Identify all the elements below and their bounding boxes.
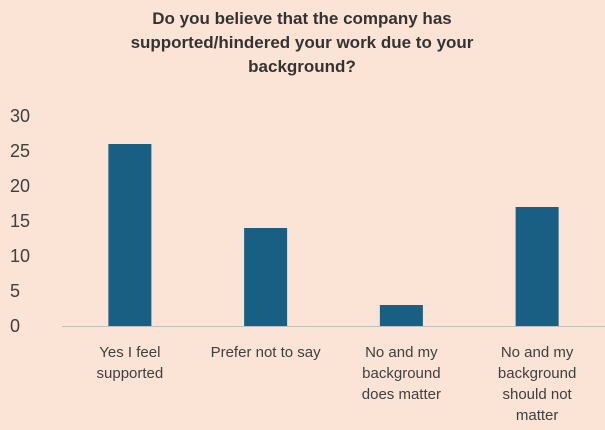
y-tick-label: 20: [10, 176, 30, 196]
x-tick-label: should not: [503, 386, 573, 403]
y-tick-label: 5: [10, 281, 20, 301]
bar: [379, 305, 423, 326]
y-tick-label: 30: [10, 106, 30, 126]
x-tick-label: does matter: [362, 386, 441, 403]
bars: [108, 144, 559, 326]
x-tick-label: No and my: [501, 344, 574, 361]
x-tick-label: Yes I feel: [99, 344, 160, 361]
y-tick-label: 0: [10, 316, 20, 336]
y-tick-label: 10: [10, 246, 30, 266]
x-tick-label: supported: [97, 365, 164, 382]
chart-title-line: Do you believe that the company has: [152, 9, 451, 28]
x-axis: Yes I feel supported Prefer not to say No a…: [97, 344, 577, 424]
x-tick-label: background: [362, 365, 440, 382]
x-tick-label: Prefer not to say: [211, 344, 322, 361]
x-tick-label: background: [498, 365, 576, 382]
bar: [108, 144, 152, 326]
y-tick-label: 25: [10, 141, 30, 161]
y-axis: 0 5 10 15 20 25 30: [10, 106, 30, 336]
chart-title: Do you believe that the company has suppo…: [131, 9, 474, 76]
x-tick-label: matter: [516, 407, 559, 424]
bar: [244, 228, 288, 326]
bar: [515, 207, 559, 326]
chart-title-line: background?: [248, 57, 356, 76]
y-tick-label: 15: [10, 211, 30, 231]
chart-title-line: supported/hindered your work due to your: [131, 33, 474, 52]
x-tick-label: No and my: [365, 344, 438, 361]
